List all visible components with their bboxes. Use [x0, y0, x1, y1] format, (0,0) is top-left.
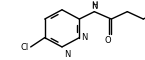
Text: Cl: Cl [20, 43, 29, 52]
Text: N: N [64, 50, 70, 59]
Text: N: N [81, 33, 88, 42]
Text: H: H [91, 1, 97, 10]
Text: O: O [104, 36, 111, 45]
Text: N: N [91, 2, 97, 11]
